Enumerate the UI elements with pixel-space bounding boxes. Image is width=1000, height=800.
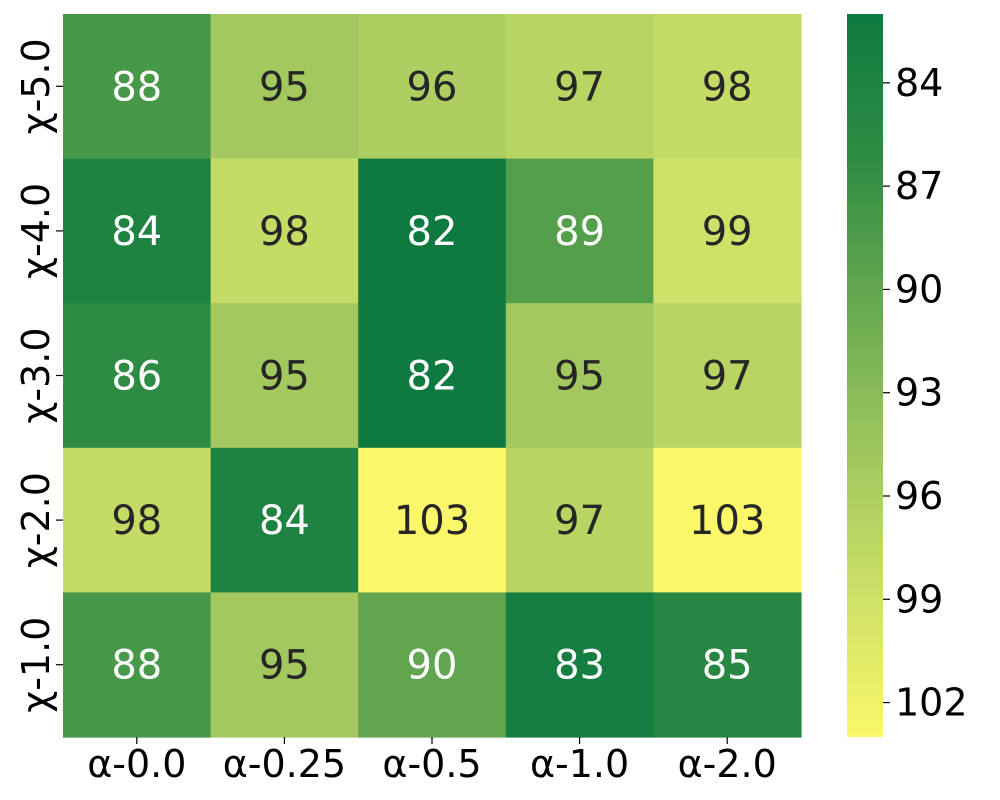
y-tick-label: χ-2.0: [14, 472, 58, 568]
cell-value-label: 98: [702, 64, 753, 110]
cell-value-label: 103: [394, 498, 470, 544]
colorbar-tick-label: 96: [895, 474, 943, 518]
heatmap-cell: [63, 158, 212, 304]
heatmap-cell: [653, 303, 802, 449]
heatmap-cell: [63, 447, 212, 593]
cell-value-label: 97: [702, 354, 753, 400]
colorbar-tick-label: 90: [895, 267, 943, 311]
heatmap-cell: [653, 592, 802, 738]
x-tick-label: α-0.25: [223, 742, 346, 786]
heatmap-cell: [210, 158, 359, 304]
colorbar-gradient: [847, 14, 883, 737]
x-axis: α-0.0 α-0.25 α-0.5 α-1.0 α-2.0: [87, 737, 777, 786]
heatmap-cell: [505, 158, 654, 304]
cell-value-label: 97: [554, 498, 605, 544]
x-tick-label: α-1.0: [530, 742, 629, 786]
heatmap-cell: [210, 303, 359, 449]
heatmap-cell: [63, 14, 212, 160]
heatmap-cell: [358, 303, 507, 449]
y-axis: χ-5.0 χ-4.0 χ-3.0 χ-2.0 χ-1.0: [14, 38, 63, 713]
cell-value-label: 95: [554, 354, 605, 400]
x-tick-label: α-2.0: [678, 742, 777, 786]
heatmap-cell: [358, 158, 507, 304]
cell-value-label: 85: [702, 643, 753, 689]
cell-value-label: 82: [407, 354, 458, 400]
colorbar-tick-label: 93: [895, 371, 943, 415]
heatmap-cell: [358, 447, 507, 593]
cell-value-label: 84: [111, 209, 162, 255]
y-tick-label: χ-5.0: [14, 38, 58, 134]
x-tick-label: α-0.0: [87, 742, 186, 786]
colorbar-tick-label: 84: [895, 61, 943, 105]
heatmap-cells: 88 95 96 97 98 84 98 82 89 99 86 95 82 95 97 98 84 103 97 1…: [63, 14, 802, 738]
heatmap-cell: [505, 447, 654, 593]
heatmap-cell: [63, 592, 212, 738]
y-tick-label: χ-4.0: [14, 183, 58, 279]
heatmap-cell: [653, 447, 802, 593]
y-tick-label: χ-3.0: [14, 327, 58, 423]
cell-value-label: 95: [259, 354, 310, 400]
cell-value-label: 98: [259, 209, 310, 255]
cell-value-label: 90: [407, 643, 458, 689]
y-tick-label: χ-1.0: [14, 617, 58, 713]
cell-value-label: 103: [689, 498, 765, 544]
heatmap-cell: [653, 14, 802, 160]
cell-value-label: 97: [554, 64, 605, 110]
cell-value-label: 88: [111, 64, 162, 110]
cell-value-label: 88: [111, 643, 162, 689]
cell-value-label: 95: [259, 64, 310, 110]
colorbar-tick-label: 99: [895, 577, 943, 621]
cell-value-label: 99: [702, 209, 753, 255]
heatmap-cell: [63, 303, 212, 449]
cell-value-label: 89: [554, 209, 605, 255]
cell-value-label: 84: [259, 498, 310, 544]
heatmap-cell: [210, 592, 359, 738]
heatmap-cell: [210, 447, 359, 593]
heatmap-cell: [653, 158, 802, 304]
heatmap-cell: [505, 14, 654, 160]
heatmap-cell: [358, 14, 507, 160]
cell-value-label: 95: [259, 643, 310, 689]
cell-value-label: 86: [111, 354, 162, 400]
cell-value-label: 83: [554, 643, 605, 689]
heatmap-cell: [210, 14, 359, 160]
heatmap-cell: [358, 592, 507, 738]
colorbar: 84 87 90 93 96 99 102: [847, 14, 968, 737]
colorbar-tick-label: 102: [895, 681, 968, 725]
heatmap-cell: [505, 303, 654, 449]
x-tick-label: α-0.5: [382, 742, 481, 786]
cell-value-label: 96: [407, 64, 458, 110]
heatmap-cell: [505, 592, 654, 738]
cell-value-label: 98: [111, 498, 162, 544]
cell-value-label: 82: [407, 209, 458, 255]
colorbar-tick-label: 87: [895, 164, 943, 208]
